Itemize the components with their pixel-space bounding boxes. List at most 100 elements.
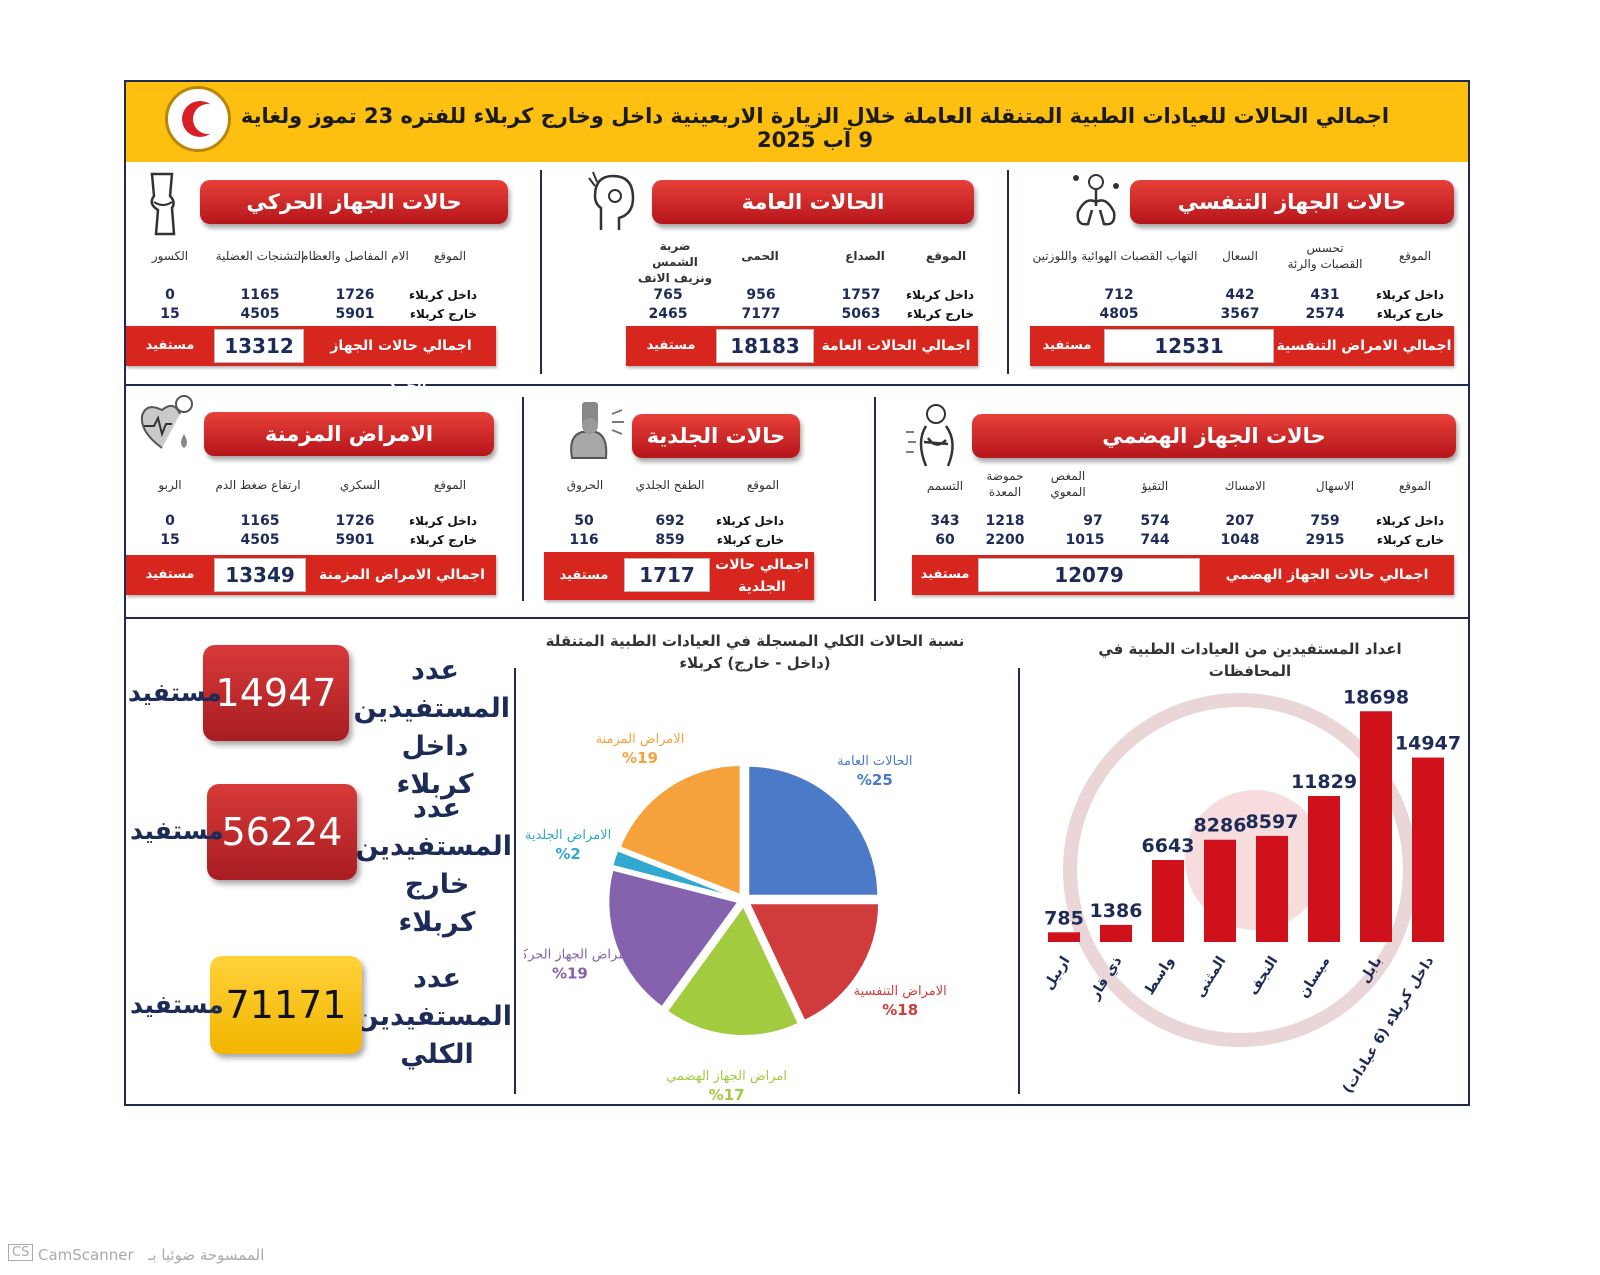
chronic-outside-bp: 4505: [240, 532, 280, 548]
general-total-bar: اجمالي الحالات العامة 18183 مستفيد: [626, 326, 978, 366]
motor-inside-fractures: 0: [165, 287, 175, 303]
row-label-inside: داخل كربلاء: [715, 514, 784, 528]
general-inside-fever: 956: [746, 287, 776, 303]
motor-col-joints: الام المفاصل والعظام: [301, 249, 409, 263]
general-inside-headache: 1757: [841, 287, 881, 303]
pie-slice-value: %19: [622, 749, 658, 767]
motor-col-fractures: الكسور: [151, 249, 189, 263]
divider: [522, 397, 524, 601]
bar-value-label: 8286: [1194, 815, 1247, 837]
respiratory-col-location: الموقع: [1398, 249, 1432, 263]
bar-value-label: 785: [1044, 907, 1084, 929]
motor-inside-cramps: 1165: [240, 287, 280, 303]
skin-total-label: اجمالي حالات الجلدية: [715, 557, 809, 595]
pie-slice-value: %25: [857, 771, 893, 789]
respiratory-header: حالات الجهاز التنفسي: [1130, 180, 1454, 224]
divider: [514, 668, 516, 1094]
skin-outside-burns: 116: [569, 532, 599, 548]
motor-header: حالات الجهاز الحركي: [200, 180, 508, 224]
divider: [1007, 170, 1009, 374]
row-label-inside: داخل كربلاء: [408, 514, 477, 528]
digestive-outside-constipation: 1048: [1220, 532, 1260, 548]
red-crescent-logo: [165, 86, 231, 152]
respiratory-col-allergy: تحسس القصبات والرئة: [1287, 241, 1363, 271]
divider: [1018, 668, 1020, 1094]
stomach-ache-icon: [904, 402, 964, 472]
chronic-col-bp: ارتفاع ضغط الدم: [215, 478, 301, 492]
motor-outside-cramps: 4505: [240, 306, 280, 322]
chronic-total-value: 13349: [214, 558, 306, 592]
pie-slice-label: الامراض المزمنة: [596, 732, 685, 747]
respiratory-total-bar: اجمالي الامراض التنفسية 12531 مستفيد: [1030, 326, 1454, 366]
chronic-header: الامراض المزمنة: [204, 412, 494, 456]
camscanner-caption: الممسوحة ضوئيا بـ: [148, 1246, 265, 1264]
pie-slice-label: الامراض الجلدية: [525, 828, 611, 843]
motor-outside-joints: 5901: [335, 306, 375, 322]
pie-slice-label: الحالات العامة: [837, 754, 912, 769]
bar: [1360, 711, 1392, 942]
digestive-col-poisoning: التسمم: [926, 479, 964, 493]
pie-chart: الحالات العامة %25 الامراض التنفسية %18 امرا…: [524, 732, 947, 1100]
general-total-value: 18183: [716, 329, 814, 363]
unit-label: مستفيد: [646, 338, 696, 353]
skin-col-rash: الطفح الجلدي: [635, 478, 705, 492]
heart-pulse-icon: [138, 394, 198, 460]
skin-total-value: 1717: [624, 558, 710, 592]
digestive-col-constipation: الامساك: [1224, 479, 1266, 493]
motor-total-bar: اجمالي حالات الجهاز الحركي 13312 مستفيد: [126, 326, 496, 394]
respiratory-inside-allergy: 431: [1310, 287, 1340, 303]
bar-value-label: 11829: [1291, 771, 1357, 793]
summary-total-value: 71171: [210, 956, 362, 1054]
respiratory-outside-allergy: 2574: [1305, 306, 1345, 322]
digestive-total-value: 12079: [978, 558, 1200, 592]
row-label-inside: داخل كربلاء: [905, 288, 974, 302]
row-label-outside: خارج كربلاء: [716, 533, 784, 547]
chronic-inside-diabetes: 1726: [335, 513, 375, 529]
digestive-outside-acidity: 2200: [985, 532, 1025, 548]
motor-total-value: 13312: [214, 329, 304, 363]
motor-inside-joints: 1726: [335, 287, 375, 303]
general-col-fever: الحمى: [741, 249, 779, 263]
skin-outside-rash: 859: [655, 532, 685, 548]
general-outside-fever: 7177: [741, 306, 781, 322]
summary-outside-label: عدد المستفيدين خارج كربلاء: [355, 793, 512, 938]
camscanner-brand: CamScanner: [38, 1246, 134, 1264]
general-col-location: الموقع: [925, 249, 967, 263]
digestive-col-acidity: حموضة المعدة: [986, 469, 1024, 499]
bar-value-label: 18698: [1343, 686, 1409, 708]
pie-slice: [747, 902, 881, 1023]
row-label-outside: خارج كربلاء: [1376, 307, 1444, 321]
digestive-col-diarrhea: الاسهال: [1315, 479, 1355, 493]
pie-slice-value: %18: [882, 1001, 918, 1019]
pie-slice-label: امراض الجهاز الهضمي: [666, 1069, 787, 1084]
summary-inside-value: 14947: [203, 645, 349, 741]
row-label-outside: خارج كربلاء: [906, 307, 974, 321]
chronic-col-asthma: الربو: [158, 478, 182, 492]
divider: [126, 617, 1468, 619]
digestive-inside-acidity: 1218: [985, 513, 1025, 529]
respiratory-total-label: اجمالي الامراض التنفسية: [1276, 338, 1452, 354]
unit-label: مستفيد: [559, 568, 609, 583]
chronic-inside-asthma: 0: [165, 513, 175, 529]
chronic-total-bar: اجمالي الامراض المزمنة 13349 مستفيد: [126, 555, 496, 595]
chronic-total-label: اجمالي الامراض المزمنة: [319, 567, 485, 583]
digestive-col-vomiting: التقيؤ: [1141, 479, 1169, 493]
pie-slice: [665, 904, 801, 1037]
chronic-col-diabetes: السكري: [339, 478, 381, 492]
digestive-col-location: الموقع: [1398, 479, 1432, 493]
summary-total-label: عدد المستفيدين الكلي: [355, 963, 512, 1070]
bar-value-label: 6643: [1142, 835, 1195, 857]
divider: [126, 384, 1468, 386]
bar-value-label: 1386: [1090, 900, 1143, 922]
bar-category-label: داخل كربلاء (6 عيادات): [1340, 954, 1437, 1097]
bar: [1256, 835, 1288, 942]
summary-total-unit: مستفيد: [130, 990, 224, 1019]
bar-category-label: المثنى: [1192, 954, 1229, 1001]
digestive-outside-diarrhea: 2915: [1305, 532, 1345, 548]
bar: [1412, 757, 1444, 942]
digestive-inside-vomiting: 574: [1140, 513, 1170, 529]
bar: [1204, 839, 1236, 942]
bar: [1048, 932, 1080, 942]
respiratory-outside-bronchitis: 4805: [1099, 306, 1139, 322]
knee-joint-icon: [142, 172, 184, 240]
